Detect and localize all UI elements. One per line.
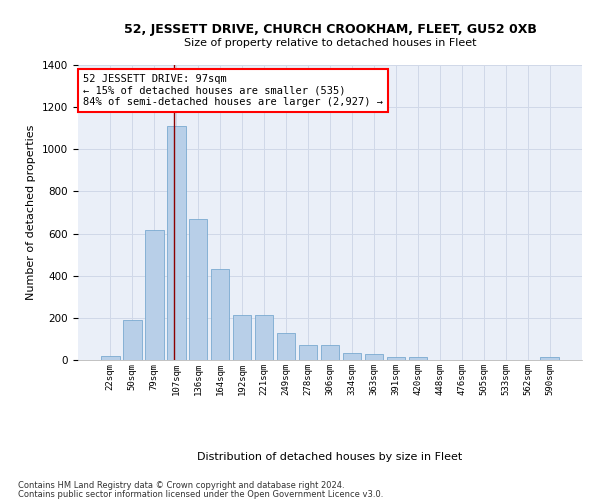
Bar [101,356,119,360]
Bar [409,357,427,360]
Text: 52, JESSETT DRIVE, CHURCH CROOKHAM, FLEET, GU52 0XB: 52, JESSETT DRIVE, CHURCH CROOKHAM, FLEE… [124,22,536,36]
Bar [233,314,251,360]
Bar [255,314,274,360]
Bar [167,126,185,360]
Bar [299,345,317,360]
Bar [277,332,295,360]
Text: Distribution of detached houses by size in Fleet: Distribution of detached houses by size … [197,452,463,462]
Text: Contains HM Land Registry data © Crown copyright and database right 2024.: Contains HM Land Registry data © Crown c… [18,481,344,490]
Bar [189,219,208,360]
Bar [123,320,142,360]
Bar [145,230,164,360]
Bar [386,357,405,360]
Bar [320,345,340,360]
Bar [211,270,229,360]
Bar [541,357,559,360]
Text: Contains public sector information licensed under the Open Government Licence v3: Contains public sector information licen… [18,490,383,499]
Bar [343,352,361,360]
Text: Size of property relative to detached houses in Fleet: Size of property relative to detached ho… [184,38,476,48]
Bar [365,354,383,360]
Text: 52 JESSETT DRIVE: 97sqm
← 15% of detached houses are smaller (535)
84% of semi-d: 52 JESSETT DRIVE: 97sqm ← 15% of detache… [83,74,383,107]
Y-axis label: Number of detached properties: Number of detached properties [26,125,37,300]
